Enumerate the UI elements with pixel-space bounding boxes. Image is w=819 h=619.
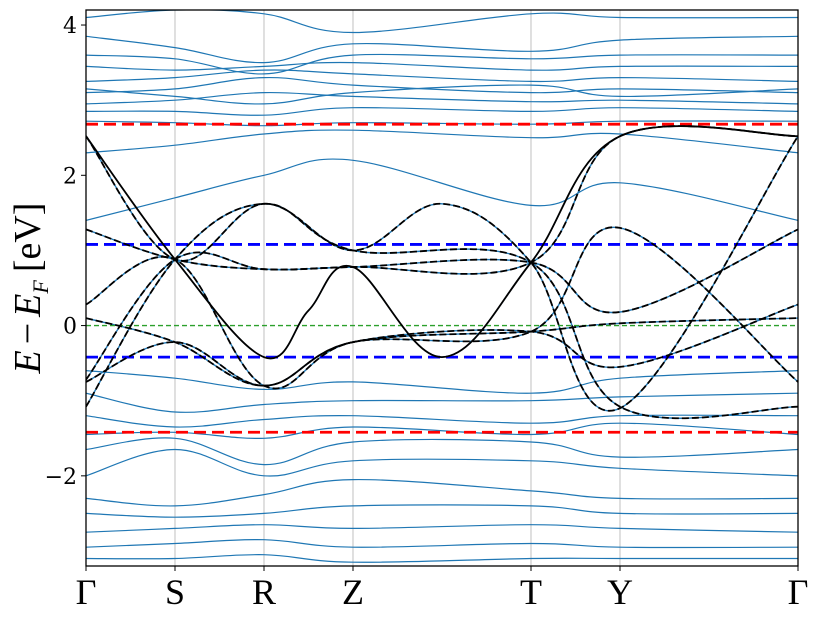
dft-band-line (86, 53, 798, 75)
model-band-line (86, 202, 798, 420)
dft-band-line (86, 448, 798, 477)
dft-band-line (86, 478, 798, 507)
dft-band-line (86, 370, 798, 394)
ylabel-e: E (7, 350, 49, 374)
dft-band-line (86, 76, 798, 94)
dft-band-line (86, 228, 798, 314)
model-band-line (86, 317, 798, 387)
kpoint-label: Γ (788, 572, 809, 612)
kpoint-label: Z (342, 572, 364, 612)
model-band-line (86, 228, 798, 314)
ylabel-unit: [eV] (7, 203, 49, 273)
dft-band-line (86, 35, 798, 64)
dft-band-line (86, 84, 798, 105)
dft-band-line (86, 91, 798, 105)
model-band-line (86, 135, 798, 412)
dft-band-line (86, 125, 798, 360)
dft-band-line (86, 10, 798, 34)
dft-band-line (86, 107, 798, 116)
ylabel-ef-sub: F (28, 280, 53, 295)
kpoint-label: R (252, 572, 276, 612)
dft-band-line (86, 203, 798, 419)
plot-frame (85, 9, 799, 567)
kpoint-label: Γ (76, 572, 97, 612)
dft-band-line (86, 129, 798, 154)
kpoint-label: Y (607, 572, 633, 612)
ylabel-minus: − (7, 323, 49, 344)
kpoint-label: S (165, 572, 185, 612)
dft-band-line (86, 422, 798, 439)
dft-band-line (86, 524, 798, 533)
dft-band-line (86, 538, 798, 549)
energy-window-lines (86, 122, 798, 434)
y-tick-label: −2 (45, 465, 77, 490)
dft-band-line (86, 226, 798, 387)
y-axis-label: E−EF[eV] (7, 203, 53, 375)
dft-band-line (86, 414, 798, 428)
grid-layer (85, 10, 799, 566)
dft-band-line (86, 392, 798, 413)
dft-band-line (86, 69, 798, 83)
y-tick-label: 4 (63, 14, 77, 39)
y-tick-label: 0 (63, 315, 77, 340)
dft-band-line (86, 554, 798, 563)
ylabel-ef-base: E (7, 294, 49, 318)
model-band-line (86, 125, 798, 360)
kpoint-label: T (520, 572, 542, 612)
dft-band-line (86, 158, 798, 221)
dft-band-line (86, 437, 798, 466)
y-ticks: −2 0 2 4 (45, 14, 86, 490)
model-bands (86, 125, 798, 420)
model-band-line (86, 226, 798, 387)
dft-band-line (86, 125, 798, 381)
dft-band-line (86, 504, 798, 518)
y-tick-label: 2 (63, 164, 77, 189)
dft-band-line (86, 61, 798, 71)
